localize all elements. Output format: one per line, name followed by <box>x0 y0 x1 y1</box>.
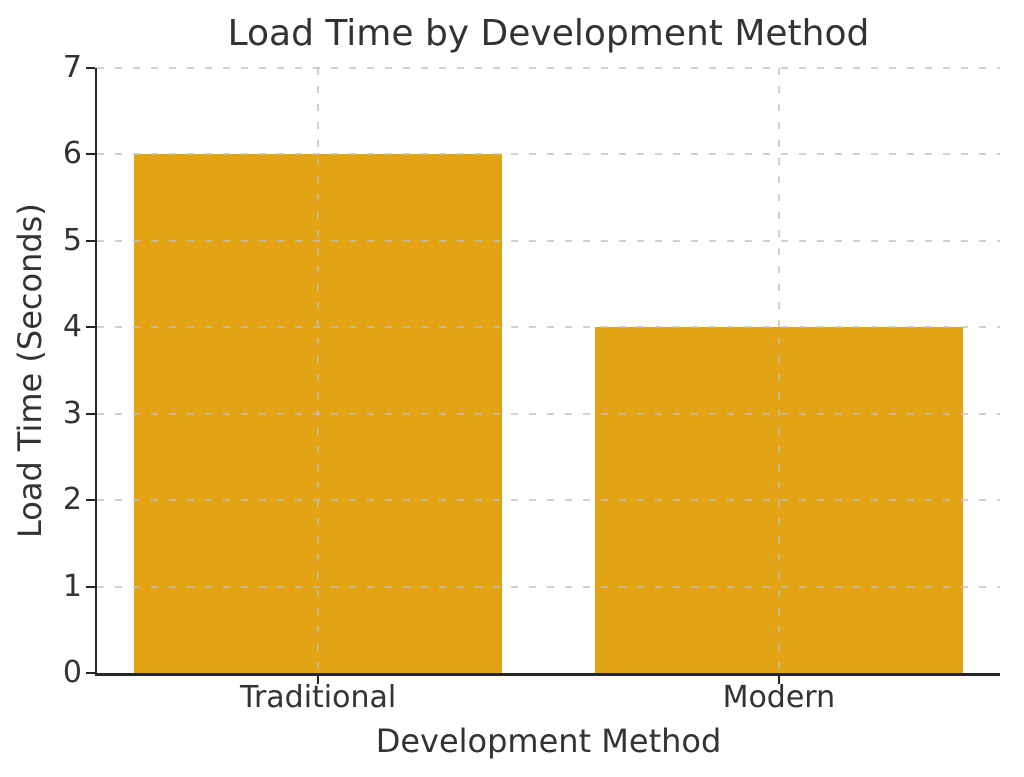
y-tick-6 <box>86 153 95 156</box>
y-tick-label-5: 5 <box>62 222 82 258</box>
gridline-y-6 <box>97 153 1000 156</box>
y-tick-1 <box>86 585 95 588</box>
y-tick-label-1: 1 <box>62 568 82 604</box>
y-tick-label-0: 0 <box>62 655 82 690</box>
grid-layer <box>97 67 1000 673</box>
x-tick-label-traditional: Traditional <box>240 680 397 715</box>
gridline-x-traditional <box>317 68 320 673</box>
x-tick-label-modern: Modern <box>722 680 836 715</box>
chart-title: Load Time by Development Method <box>227 13 870 54</box>
ticks-layer <box>86 67 1000 684</box>
x-axis-spine <box>95 673 1000 676</box>
y-tick-label-4: 4 <box>62 309 82 345</box>
x-tick-traditional <box>317 676 320 684</box>
y-axis-spine <box>95 68 97 676</box>
y-tick-label-7: 7 <box>62 50 82 85</box>
y-tick-labels: 0 1 2 3 4 5 6 7 <box>0 52 82 689</box>
plot-area <box>86 67 1000 684</box>
gridline-y-1 <box>97 585 1000 588</box>
x-axis-label: Development Method <box>375 722 722 760</box>
y-tick-label-2: 2 <box>62 482 82 518</box>
gridline-y-5 <box>97 239 1000 242</box>
y-tick-0 <box>86 672 95 674</box>
y-tick-label-6: 6 <box>62 136 82 172</box>
gridline-y-4 <box>97 326 1000 329</box>
y-tick-3 <box>86 412 95 415</box>
y-tick-2 <box>86 499 95 502</box>
y-tick-4 <box>86 326 95 329</box>
gridline-y-7 <box>97 67 1000 69</box>
gridline-y-2 <box>97 499 1000 502</box>
y-tick-5 <box>86 239 95 242</box>
y-tick-label-3: 3 <box>62 395 82 431</box>
x-tick-modern <box>777 676 780 684</box>
y-tick-7 <box>86 67 95 69</box>
gridline-x-modern <box>777 68 780 673</box>
gridline-y-3 <box>97 412 1000 415</box>
